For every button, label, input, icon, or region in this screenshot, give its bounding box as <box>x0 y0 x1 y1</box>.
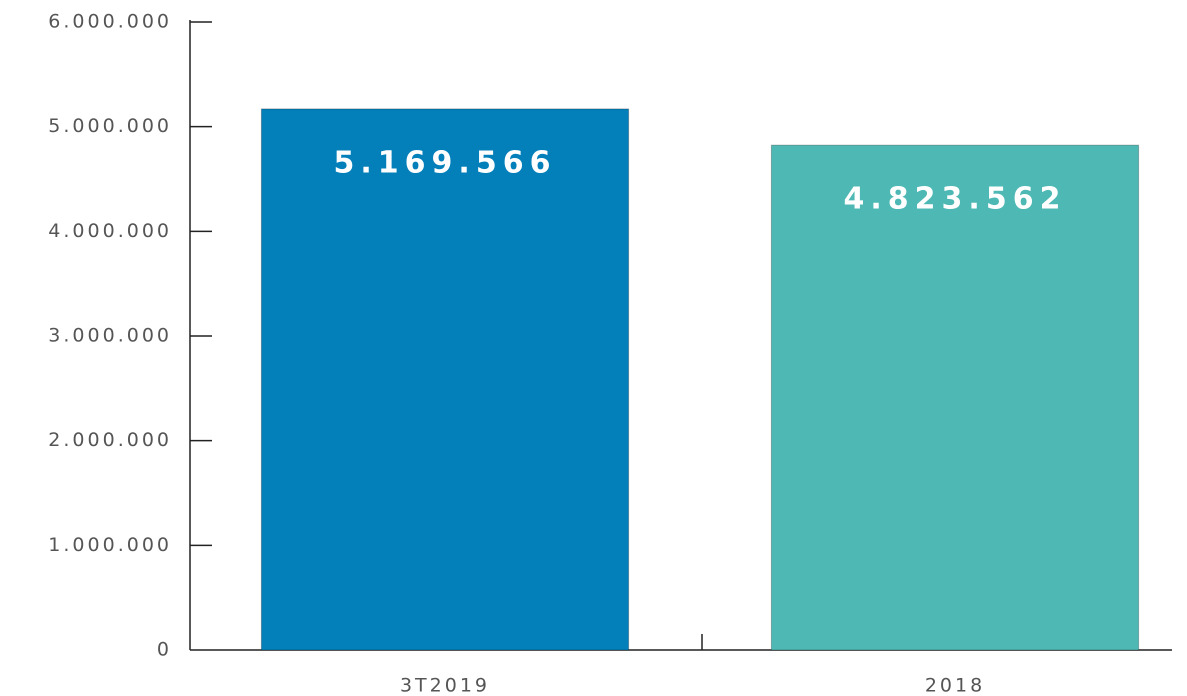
y-tick-label: 0 <box>157 639 172 661</box>
y-tick-label: 3.000.000 <box>48 325 172 347</box>
bar <box>770 144 1140 651</box>
x-tick-label: 2018 <box>925 675 985 696</box>
y-tick-label: 1.000.000 <box>48 534 172 556</box>
y-tick-label: 5.000.000 <box>48 115 172 137</box>
value-label: 4.823.562 <box>844 182 1067 217</box>
y-tick-label: 2.000.000 <box>48 429 172 451</box>
y-tick-label: 6.000.000 <box>48 11 172 33</box>
y-tick-label: 4.000.000 <box>48 220 172 242</box>
value-label: 5.169.566 <box>334 145 557 180</box>
x-tick-label: 3T2019 <box>400 675 490 696</box>
bar <box>260 108 630 651</box>
